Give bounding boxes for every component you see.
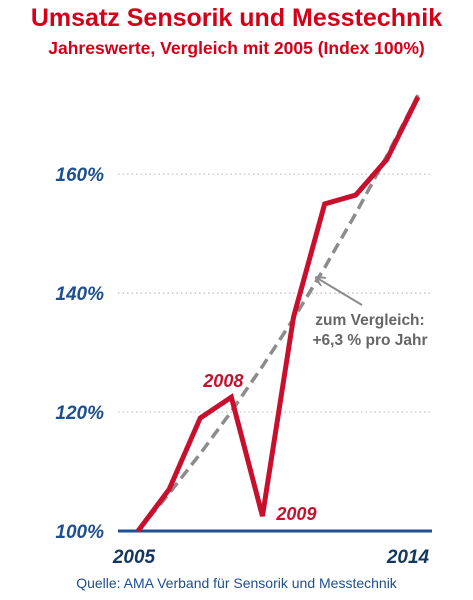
x-tick-label: 2005	[112, 547, 156, 568]
x-tick-label: 2014	[386, 547, 430, 568]
label-layer: 100% 120% 140% 160% 2005 2014 2008 2009 zum Verg…	[55, 165, 429, 568]
y-tick-label: 160%	[55, 165, 104, 186]
grid-layer	[118, 173, 432, 413]
chart-subtitle: Jahreswerte, Vergleich mit 2005 (Index 1…	[48, 38, 425, 58]
annotation-2009: 2009	[275, 504, 316, 524]
y-tick-label: 120%	[55, 403, 104, 424]
comparison-trend-line	[136, 94, 420, 533]
series-layer	[135, 94, 421, 533]
comparison-arrow	[317, 278, 363, 306]
revenue-line	[135, 95, 421, 533]
comparison-label-line2: +6,3 % pro Jahr	[312, 332, 427, 349]
y-tick-label: 140%	[55, 284, 104, 305]
annotation-2008: 2008	[202, 371, 243, 391]
comparison-label-line1: zum Vergleich:	[315, 312, 424, 329]
y-tick-label: 100%	[55, 522, 104, 543]
source-note: Quelle: AMA Verband für Sensorik und Mes…	[76, 575, 397, 591]
chart-title: Umsatz Sensorik und Messtechnik	[30, 4, 443, 32]
